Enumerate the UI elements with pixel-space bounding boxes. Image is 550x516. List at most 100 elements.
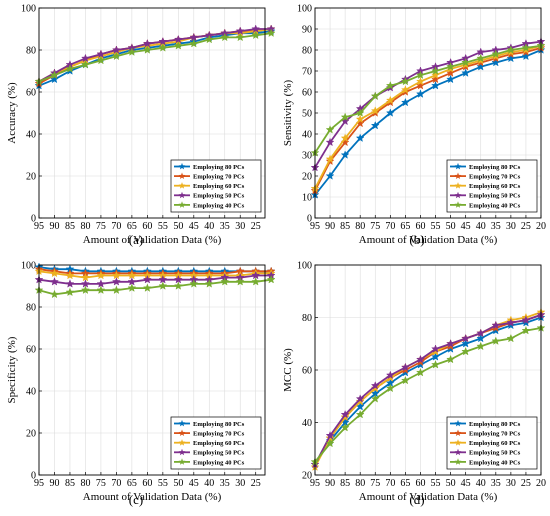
data-point bbox=[251, 277, 261, 286]
y-tick-label: 0 bbox=[31, 214, 36, 225]
x-tick-label: 85 bbox=[340, 478, 350, 489]
legend-entry-label: Employing 60 PCs bbox=[193, 440, 245, 447]
series-line bbox=[314, 47, 542, 192]
legend-entry-label: Employing 50 PCs bbox=[469, 450, 521, 457]
y-tick-label: 20 bbox=[302, 172, 312, 183]
legend: Employing 80 PCs Employing 70 PCs Employin… bbox=[446, 416, 538, 470]
data-point bbox=[340, 423, 350, 432]
x-tick-label: 80 bbox=[80, 478, 90, 489]
data-point bbox=[142, 45, 152, 54]
y-tick-label: 80 bbox=[26, 46, 36, 57]
data-point bbox=[111, 277, 121, 286]
data-point bbox=[431, 66, 441, 75]
data-point bbox=[385, 108, 395, 117]
legend-entry-label: Employing 80 PCs bbox=[469, 164, 521, 171]
legend-swatch-marker bbox=[178, 162, 186, 170]
x-tick-label: 20 bbox=[536, 478, 546, 489]
x-tick-label: 30 bbox=[235, 478, 245, 489]
data-point bbox=[158, 281, 168, 290]
data-point bbox=[96, 270, 106, 280]
data-point bbox=[189, 38, 199, 48]
x-tick-label: 35 bbox=[491, 478, 501, 489]
data-point bbox=[111, 51, 121, 61]
data-point bbox=[506, 45, 516, 54]
x-tick-label: 60 bbox=[142, 478, 152, 489]
data-point bbox=[400, 362, 410, 372]
axes-frame bbox=[314, 7, 542, 219]
y-tick-label: 40 bbox=[26, 387, 36, 398]
data-point bbox=[340, 150, 350, 159]
x-tick-label: 50 bbox=[446, 478, 456, 489]
x-tick-label: 50 bbox=[173, 221, 183, 232]
data-point bbox=[370, 120, 380, 130]
legend-entry-label: Employing 60 PCs bbox=[469, 440, 521, 447]
series-line bbox=[38, 30, 272, 87]
x-tick-label: 50 bbox=[446, 221, 456, 232]
data-point bbox=[400, 97, 410, 107]
series-line bbox=[38, 268, 272, 275]
x-tick-label: 25 bbox=[251, 478, 261, 489]
legend-entry-label: Employing 40 PCs bbox=[469, 459, 521, 466]
legend-entry-label: Employing 50 PCs bbox=[469, 193, 521, 200]
data-point bbox=[235, 277, 245, 286]
y-tick-label: 80 bbox=[302, 46, 312, 57]
legend-entry-label: Employing 40 PCs bbox=[193, 459, 245, 466]
data-point bbox=[431, 360, 441, 369]
data-point bbox=[340, 412, 350, 422]
data-point bbox=[370, 381, 380, 390]
legend-swatch-marker bbox=[454, 439, 462, 446]
data-point bbox=[325, 125, 335, 134]
x-tick-label: 70 bbox=[111, 221, 121, 232]
data-point bbox=[65, 64, 75, 73]
x-tick-label: 85 bbox=[65, 478, 75, 489]
data-point bbox=[355, 409, 365, 419]
axes-frame bbox=[38, 7, 266, 219]
legend-entry-label: Employing 60 PCs bbox=[469, 183, 521, 190]
data-point bbox=[491, 320, 501, 330]
data-point bbox=[65, 270, 75, 280]
data-point bbox=[415, 76, 425, 86]
data-point bbox=[400, 375, 410, 385]
data-point bbox=[415, 80, 425, 90]
data-point bbox=[96, 55, 106, 65]
data-point bbox=[266, 274, 276, 284]
data-point bbox=[461, 57, 471, 67]
series-line bbox=[38, 266, 272, 273]
x-tick-label: 90 bbox=[49, 221, 59, 232]
data-point bbox=[325, 137, 335, 147]
data-point bbox=[461, 333, 471, 343]
x-tick-label: 60 bbox=[415, 221, 425, 232]
x-tick-label: 75 bbox=[370, 478, 380, 489]
panel-label: (c) bbox=[129, 492, 143, 507]
x-tick-label: 70 bbox=[111, 478, 121, 489]
legend-swatch-marker bbox=[454, 201, 462, 208]
x-tick-label: 65 bbox=[400, 221, 410, 232]
data-point bbox=[491, 49, 501, 59]
legend-entry-label: Employing 80 PCs bbox=[193, 421, 245, 428]
legend-swatch-marker bbox=[178, 458, 186, 465]
panel-label: (a) bbox=[129, 232, 143, 247]
y-tick-label: 60 bbox=[26, 345, 36, 356]
data-point bbox=[446, 354, 456, 364]
x-axis-label: Amount of Validation Data (%) bbox=[83, 491, 222, 503]
legend-swatch-marker bbox=[454, 182, 462, 189]
data-point bbox=[355, 396, 365, 406]
data-point bbox=[220, 277, 230, 286]
y-tick-label: 60 bbox=[26, 88, 36, 99]
y-tick-label: 100 bbox=[297, 261, 312, 272]
data-point bbox=[521, 325, 531, 335]
x-axis-label: Amount of Validation Data (%) bbox=[83, 234, 222, 246]
legend-entry-label: Employing 40 PCs bbox=[193, 202, 245, 209]
y-tick-label: 100 bbox=[21, 4, 36, 15]
legend-swatch-marker bbox=[178, 191, 186, 199]
data-point bbox=[220, 32, 230, 42]
chart-panel: 95 90 85 80 75 70 65 60 55 50 45 40 35 30 25 20 0 10 20 30 4… bbox=[282, 4, 546, 248]
data-point bbox=[415, 70, 425, 80]
data-point bbox=[50, 277, 59, 286]
data-point bbox=[235, 32, 245, 42]
x-tick-label: 90 bbox=[49, 478, 59, 489]
x-tick-label: 45 bbox=[189, 221, 199, 232]
data-point bbox=[400, 76, 410, 86]
y-axis-label: Sensitivity (%) bbox=[282, 80, 294, 147]
x-tick-label: 25 bbox=[521, 478, 531, 489]
